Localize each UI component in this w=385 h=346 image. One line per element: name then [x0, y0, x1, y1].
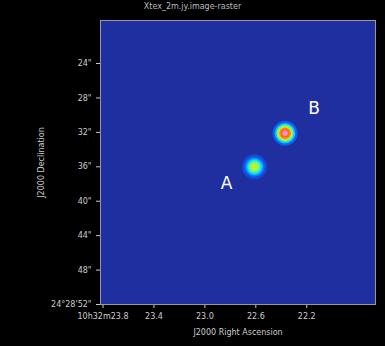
svg-text:10h32m23.8: 10h32m23.8: [78, 312, 129, 321]
svg-text:22.2: 22.2: [298, 312, 316, 321]
svg-text:44": 44": [78, 231, 92, 240]
svg-text:36": 36": [78, 162, 92, 171]
svg-text:24": 24": [78, 59, 92, 68]
svg-text:A: A: [221, 173, 233, 193]
svg-text:23.4: 23.4: [145, 312, 163, 321]
svg-text:23.0: 23.0: [196, 312, 214, 321]
svg-text:40": 40": [78, 197, 92, 206]
html-text:Xtex_2m.jy.image-raster: Xtex_2m.jy.image-raster: [143, 2, 242, 11]
svg-text:B: B: [308, 98, 320, 118]
svg-text:24°28'52": 24°28'52": [51, 300, 91, 309]
svg-text:48": 48": [78, 266, 92, 275]
svg-text:28": 28": [78, 94, 92, 103]
svg-text:32": 32": [78, 128, 92, 137]
svg-text:J2000 Declination: J2000 Declination: [37, 127, 46, 198]
svg-text:J2000 Right Ascension: J2000 Right Ascension: [192, 328, 282, 337]
svg-text:22.6: 22.6: [247, 312, 265, 321]
